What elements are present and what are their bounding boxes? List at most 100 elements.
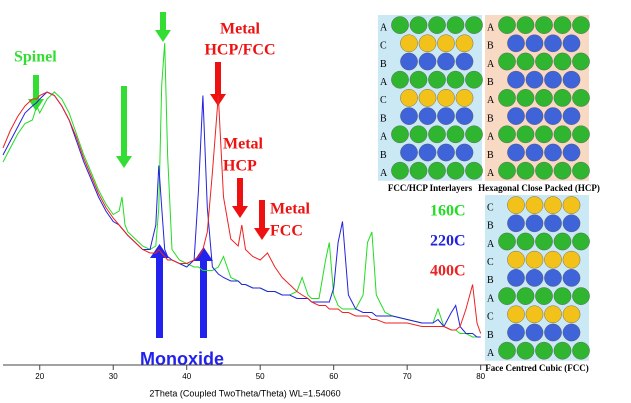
atom <box>517 89 534 106</box>
atom <box>498 17 515 34</box>
atom <box>428 71 445 88</box>
layer-label: A <box>487 168 495 179</box>
atom <box>437 35 454 52</box>
atom <box>544 71 561 88</box>
atom <box>535 126 552 143</box>
atom <box>563 71 580 88</box>
atom <box>563 324 580 341</box>
atom <box>572 53 589 70</box>
atom <box>554 53 571 70</box>
panel-caption: FCC/HCP Interlayers <box>388 183 473 193</box>
atom <box>465 162 482 179</box>
atom <box>498 288 515 305</box>
layer-label: B <box>380 113 387 124</box>
atom <box>498 53 515 70</box>
arrow <box>215 62 221 94</box>
layer-label: A <box>380 22 388 33</box>
atom <box>419 89 436 106</box>
atom <box>544 144 561 161</box>
atom <box>526 215 543 232</box>
atom <box>544 108 561 125</box>
atom <box>400 108 417 125</box>
annotation: Monoxide <box>140 349 224 369</box>
atom <box>563 306 580 323</box>
atom <box>447 71 464 88</box>
atom <box>554 126 571 143</box>
panel-caption: Hexagonal Close Packed (HCP) <box>478 183 600 193</box>
arrows <box>28 12 270 338</box>
atom <box>428 126 445 143</box>
x-axis-label: 2Theta (Coupled TwoTheta/Theta) WL=1.540… <box>149 388 340 398</box>
legend-label: 220C <box>430 233 466 250</box>
atom <box>437 53 454 70</box>
atom <box>544 269 561 286</box>
atom <box>535 342 552 359</box>
atom <box>507 306 524 323</box>
atom <box>554 89 571 106</box>
atom <box>563 108 580 125</box>
atom <box>572 288 589 305</box>
atom <box>507 197 524 214</box>
layer-label: B <box>380 150 387 161</box>
atom <box>526 306 543 323</box>
atom <box>400 53 417 70</box>
atom <box>544 215 561 232</box>
atom <box>526 251 543 268</box>
layer-label: A <box>487 22 495 33</box>
atom <box>428 17 445 34</box>
layer-label: A <box>487 239 495 250</box>
atom <box>526 269 543 286</box>
figure: Spinel Metal HCP/FCC Metal HCP Metal FCC… <box>0 0 631 403</box>
atom <box>517 17 534 34</box>
atom <box>517 53 534 70</box>
atom <box>419 53 436 70</box>
atom <box>391 162 408 179</box>
atom <box>526 108 543 125</box>
layer-label: B <box>487 150 494 161</box>
atom <box>437 89 454 106</box>
atom <box>400 35 417 52</box>
atom <box>456 53 473 70</box>
x-tick-label: 20 <box>35 372 44 381</box>
atom <box>410 17 427 34</box>
atom <box>526 35 543 52</box>
atom <box>428 162 445 179</box>
layer-label: C <box>487 257 494 268</box>
atom <box>517 162 534 179</box>
structure-panel: ABABABABAHexagonal Close Packed (HCP) <box>478 15 600 193</box>
layer-label: B <box>487 77 494 88</box>
atom <box>410 162 427 179</box>
atom <box>498 162 515 179</box>
atom <box>526 71 543 88</box>
layer-label: B <box>487 41 494 52</box>
atom <box>535 233 552 250</box>
atom <box>526 144 543 161</box>
layer-label: C <box>487 202 494 213</box>
layer-label: A <box>380 77 388 88</box>
atom <box>544 35 561 52</box>
atom <box>535 89 552 106</box>
atom <box>563 215 580 232</box>
atom <box>391 126 408 143</box>
layer-label: A <box>380 132 388 143</box>
atom <box>507 35 524 52</box>
atom <box>456 108 473 125</box>
arrow <box>156 258 163 338</box>
atom <box>400 144 417 161</box>
atom <box>554 233 571 250</box>
atom <box>465 17 482 34</box>
annotation: HCP/FCC <box>204 42 275 59</box>
layer-label: B <box>487 221 494 232</box>
layer-label: B <box>487 275 494 286</box>
atom <box>554 342 571 359</box>
atom <box>437 144 454 161</box>
layer-label: A <box>487 348 495 359</box>
annotation: Metal <box>223 136 264 153</box>
annotation: Spinel <box>14 49 57 66</box>
layer-label: A <box>487 59 495 70</box>
x-tick-label: 60 <box>329 372 338 381</box>
atom <box>572 342 589 359</box>
atom <box>563 35 580 52</box>
x-tick-label: 30 <box>109 372 118 381</box>
